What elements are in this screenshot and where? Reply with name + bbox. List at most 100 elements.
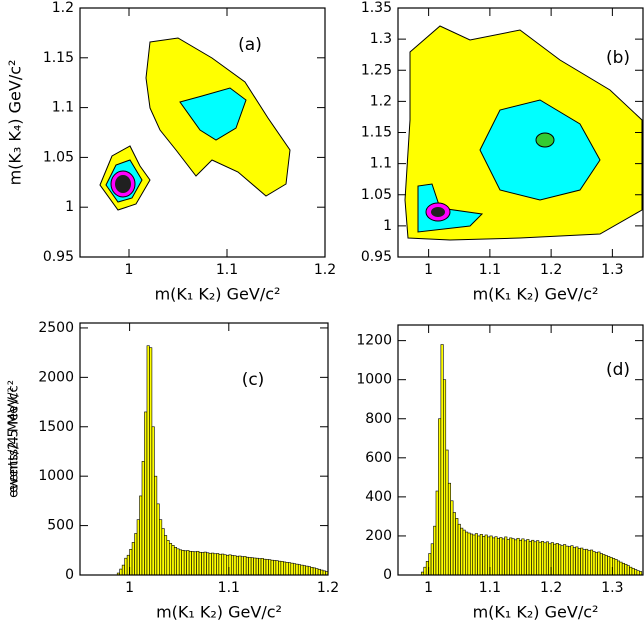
panel: 1 1.1 1.2 1.3 0.95 1 1.05 1.1 1.15 1.2 1.25 1.3 1.35…: [361, 0, 644, 304]
histogram-bar: [191, 551, 195, 576]
x-tick-label: 1.1: [218, 580, 240, 596]
y-tick-label: 500: [47, 518, 74, 534]
x-tick-label: 1.2: [317, 580, 339, 596]
histogram-bar: [146, 345, 150, 576]
histogram-bar: [265, 559, 269, 576]
histogram-bar: [494, 536, 498, 576]
x-tick-label: 1.1: [479, 580, 501, 596]
histogram-bar: [465, 531, 469, 576]
y-axis-label: events/2.5 MeV/c²: [7, 380, 22, 498]
histogram-bar: [438, 418, 442, 576]
histogram-bar: [258, 558, 262, 576]
histogram-bar: [526, 539, 530, 576]
histogram-bar: [268, 559, 272, 576]
plot-frame: [79, 322, 329, 576]
histogram-bar: [607, 556, 611, 576]
histogram-bar: [514, 539, 518, 576]
histogram-bar: [455, 518, 459, 576]
x-tick-label: 1: [424, 580, 433, 596]
histogram-bar: [270, 559, 274, 576]
contour-level: [431, 207, 445, 217]
y-tick-label: 2000: [38, 369, 74, 385]
contour-level: [535, 132, 555, 148]
histogram-bar: [186, 550, 190, 576]
panel-label: (b): [606, 48, 630, 68]
histogram-bar: [144, 411, 148, 576]
histogram-bar: [565, 545, 569, 576]
histogram-bar: [188, 550, 192, 576]
histogram-bar: [445, 449, 449, 576]
histogram-bar: [624, 563, 628, 576]
histogram-bar: [492, 537, 496, 576]
histogram-bar: [233, 555, 237, 576]
histogram-bar: [435, 490, 439, 576]
histogram-bar: [139, 495, 143, 576]
histogram-bar: [302, 565, 306, 576]
histogram-bar: [523, 540, 527, 576]
histogram-bar: [161, 528, 165, 576]
histogram-bar: [621, 562, 625, 576]
histogram-bar: [518, 539, 523, 576]
y-tick-label: 1200: [356, 333, 392, 349]
histogram-bar: [619, 561, 623, 576]
histogram-bar: [443, 379, 447, 576]
histogram-bar: [499, 537, 503, 576]
histogram-bar: [496, 537, 500, 576]
histogram-bar: [602, 554, 606, 576]
histogram-bar: [248, 557, 252, 576]
histogram-bar: [592, 551, 596, 576]
histogram-bar: [528, 541, 532, 576]
panel-label: (a): [238, 35, 262, 55]
histogram-bar: [474, 533, 478, 576]
y-tick-label: 1.1: [52, 100, 74, 116]
histogram-bar: [636, 570, 640, 576]
y-tick-label: 600: [365, 450, 392, 466]
histogram-bar: [278, 560, 282, 576]
histogram-bar: [634, 569, 638, 576]
histogram-bar: [283, 561, 287, 576]
y-tick-label: 1.2: [52, 0, 74, 16]
histogram-bar: [590, 549, 594, 576]
histogram-bar: [315, 568, 319, 576]
histogram-bar: [558, 544, 562, 576]
histogram-bar: [484, 534, 488, 576]
histogram-bar: [322, 570, 326, 576]
histogram-bar: [594, 552, 598, 576]
histogram-bar: [288, 562, 292, 576]
histogram-bar: [168, 543, 173, 576]
y-tick-label: 1.35: [361, 0, 392, 16]
y-tick-label: 1.3: [370, 31, 392, 47]
histogram-bar: [235, 555, 240, 576]
histogram-bar: [213, 553, 217, 576]
contour-level: [115, 175, 131, 193]
histogram-bar: [250, 557, 254, 576]
histogram-bar: [307, 566, 311, 576]
x-tick-label: 1: [424, 262, 433, 278]
histogram-bar: [521, 538, 525, 576]
y-tick-label: 200: [365, 528, 392, 544]
x-axis-label: m(K₁ K₂) GeV/c²: [156, 603, 282, 622]
histogram-bar: [545, 541, 549, 576]
histogram-bar: [570, 545, 574, 576]
histogram-bar: [211, 552, 215, 576]
x-tick-label: 1.3: [601, 262, 623, 278]
x-axis-label: m(K₁ K₂) GeV/c²: [473, 603, 599, 622]
histogram-bar: [263, 558, 267, 576]
histogram-bar: [275, 560, 279, 576]
contour-level: [479, 99, 601, 201]
y-tick-label: 2500: [38, 320, 74, 336]
histogram-bar: [216, 553, 220, 576]
x-tick-label: 1.2: [314, 262, 336, 278]
histogram-bar: [312, 567, 316, 576]
contour-level: [179, 87, 247, 141]
x-tick-label: 1.2: [540, 580, 562, 596]
histogram-bar: [472, 534, 476, 576]
x-tick-label: 1.1: [216, 262, 238, 278]
histogram-bar: [560, 545, 564, 576]
histogram-bar: [440, 344, 444, 576]
histogram-bar: [295, 563, 299, 576]
y-tick-label: 1000: [38, 468, 74, 484]
histogram-bar: [467, 532, 471, 576]
histogram-bar: [221, 553, 225, 576]
histogram-bar: [151, 426, 155, 576]
